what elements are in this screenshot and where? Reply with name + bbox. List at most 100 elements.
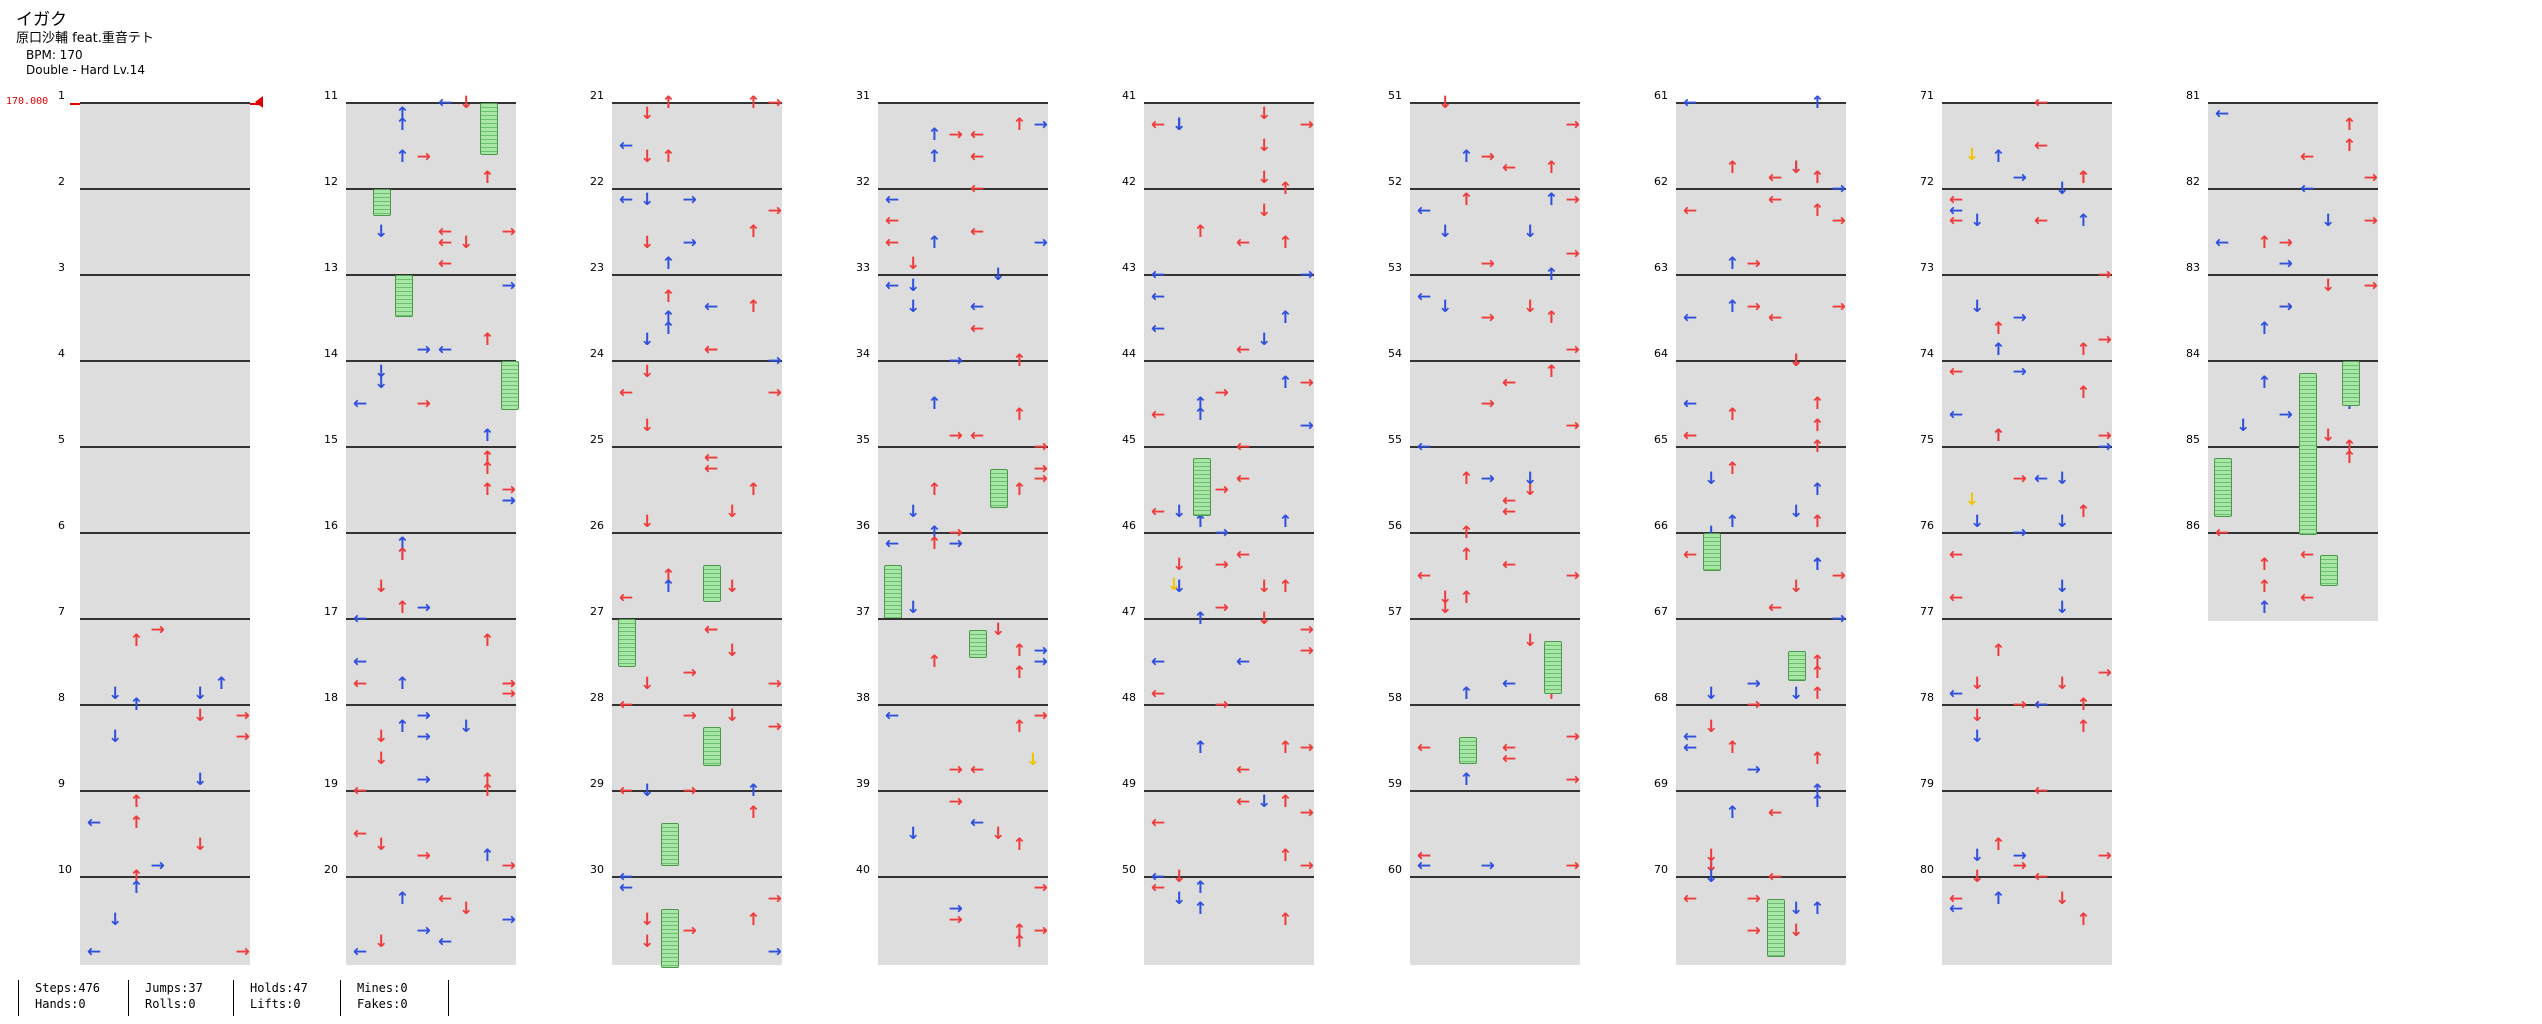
arrow-note-icon: ↓ — [1435, 588, 1455, 608]
arrow-note-icon: ↑ — [2074, 340, 2094, 360]
arrow-note-icon: ← — [701, 340, 721, 360]
arrow-note-icon: ↓ — [190, 684, 210, 704]
arrow-note-icon: ↑ — [2074, 383, 2094, 403]
arrow-note-icon: ← — [1946, 545, 1966, 565]
hold-note — [2320, 555, 2338, 586]
measure-number: 30 — [590, 863, 604, 876]
arrow-note-icon: ↑ — [1010, 405, 1030, 425]
measure-line — [80, 790, 250, 792]
arrow-note-icon: ↑ — [1457, 469, 1477, 489]
hold-note — [2299, 373, 2317, 535]
arrow-note-icon: ← — [1233, 437, 1253, 457]
beat-stripe — [346, 814, 516, 836]
arrow-note-icon: ↑ — [1808, 781, 1828, 801]
arrow-note-icon: ↑ — [744, 781, 764, 801]
arrow-note-icon: ↑ — [1276, 738, 1296, 758]
measure-line — [1942, 188, 2112, 190]
hold-note — [618, 619, 636, 667]
arrow-note-icon: ↓ — [722, 577, 742, 597]
arrow-note-icon: ↓ — [456, 233, 476, 253]
arrow-note-icon: → — [1478, 147, 1498, 167]
arrow-note-icon: → — [414, 921, 434, 941]
arrow-note-icon: ↑ — [1989, 319, 2009, 339]
arrow-note-icon: ← — [1148, 405, 1168, 425]
measure-number: 61 — [1654, 89, 1668, 102]
arrow-note-icon: ← — [882, 211, 902, 231]
arrow-note-icon: ← — [435, 93, 455, 113]
arrow-note-icon: ↑ — [1808, 899, 1828, 919]
arrow-note-icon: ← — [1946, 405, 1966, 425]
arrow-note-icon: ↑ — [1808, 201, 1828, 221]
arrow-note-icon: ↑ — [2340, 136, 2360, 156]
beat-stripe — [1942, 642, 2112, 664]
arrow-note-icon: ↓ — [1967, 512, 1987, 532]
measure-number: 50 — [1122, 863, 1136, 876]
arrow-note-icon: → — [1478, 469, 1498, 489]
measure-number: 38 — [856, 691, 870, 704]
beat-stripe — [1410, 921, 1580, 943]
arrow-note-icon: ↑ — [1808, 416, 1828, 436]
arrow-note-icon: ↑ — [744, 480, 764, 500]
arrow-note-icon: ↑ — [2255, 373, 2275, 393]
measure-number: 82 — [2186, 175, 2200, 188]
measure-number: 56 — [1388, 519, 1402, 532]
measure-number: 46 — [1122, 519, 1136, 532]
beat-stripe — [2208, 599, 2378, 621]
beat-stripe — [878, 233, 1048, 255]
arrow-note-icon: → — [1297, 641, 1317, 661]
measure-number: 16 — [324, 519, 338, 532]
arrow-note-icon: → — [1744, 921, 1764, 941]
arrow-note-icon: → — [1563, 115, 1583, 135]
beat-stripe — [346, 276, 516, 298]
measure-line — [346, 274, 516, 276]
arrow-note-icon: → — [2276, 297, 2296, 317]
measure-number: 15 — [324, 433, 338, 446]
measure-line — [1144, 274, 1314, 276]
measure-number: 1 — [58, 89, 65, 102]
arrow-note-icon: → — [1297, 856, 1317, 876]
measure-line — [1144, 360, 1314, 362]
arrow-note-icon: ↓ — [722, 706, 742, 726]
measure-number: 8 — [58, 691, 65, 704]
beat-stripe — [1942, 448, 2112, 470]
arrow-note-icon: ↑ — [659, 254, 679, 274]
arrow-note-icon: → — [1744, 760, 1764, 780]
measure-number: 65 — [1654, 433, 1668, 446]
beat-stripe — [878, 577, 1048, 599]
measure-line — [1144, 618, 1314, 620]
arrow-note-icon: ↑ — [1276, 792, 1296, 812]
arrow-note-icon: ↓ — [2052, 179, 2072, 199]
arrow-note-icon: ↑ — [1457, 545, 1477, 565]
arrow-note-icon: ← — [2031, 211, 2051, 231]
arrow-note-icon: ← — [1680, 545, 1700, 565]
measure-line — [346, 876, 516, 878]
beat-stripe — [1410, 556, 1580, 578]
arrow-note-icon: ↑ — [2255, 555, 2275, 575]
arrow-note-icon: → — [1031, 115, 1051, 135]
beat-stripe — [80, 147, 250, 169]
arrow-note-icon: ↑ — [925, 125, 945, 145]
beat-stripe — [612, 878, 782, 900]
arrow-note-icon: ← — [882, 706, 902, 726]
arrow-note-icon: ↑ — [393, 889, 413, 909]
beat-stripe — [80, 362, 250, 384]
measure-number: 58 — [1388, 691, 1402, 704]
measure-number: 20 — [324, 863, 338, 876]
beat-stripe — [1942, 104, 2112, 126]
arrow-note-icon: ↓ — [371, 749, 391, 769]
beat-stripe — [1676, 620, 1846, 642]
beat-stripe — [612, 534, 782, 556]
arrow-note-icon: ↓ — [637, 781, 657, 801]
measure-number: 12 — [324, 175, 338, 188]
measure-line — [612, 618, 782, 620]
arrow-note-icon: → — [2010, 695, 2030, 715]
arrow-note-icon: ↓ — [190, 835, 210, 855]
arrow-note-icon: ↑ — [744, 222, 764, 242]
arrow-note-icon: ↑ — [1457, 190, 1477, 210]
arrow-note-icon: → — [765, 93, 785, 113]
arrow-note-icon: ↑ — [2074, 717, 2094, 737]
beat-stripe — [878, 620, 1048, 642]
arrow-note-icon: ↓ — [722, 502, 742, 522]
beat-stripe — [1410, 126, 1580, 148]
measure-number: 37 — [856, 605, 870, 618]
